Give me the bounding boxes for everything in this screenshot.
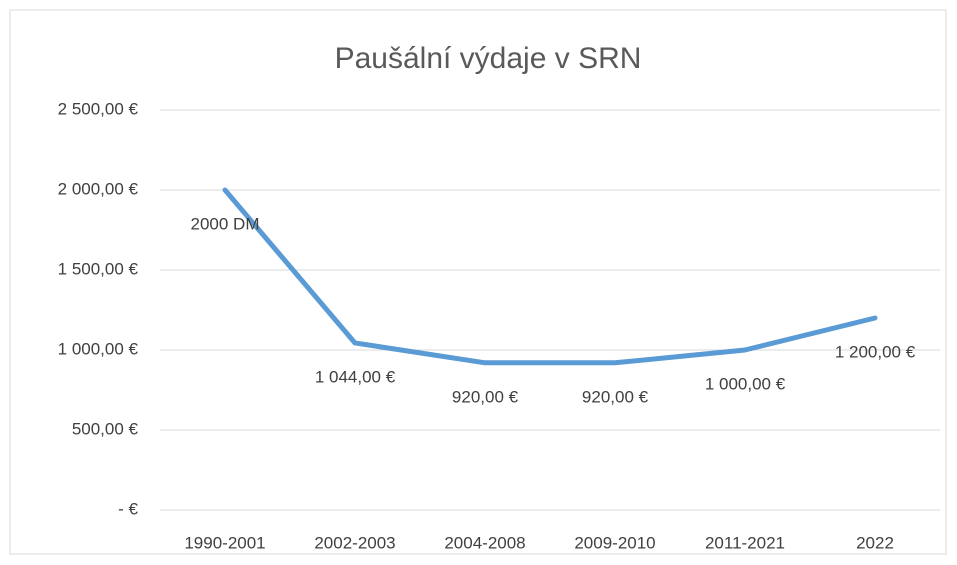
chart-border bbox=[9, 9, 947, 555]
data-label: 1 000,00 € bbox=[705, 374, 786, 393]
y-tick-label: 1 500,00 € bbox=[58, 259, 139, 278]
y-tick-label: 2 000,00 € bbox=[58, 179, 139, 198]
data-label: 1 044,00 € bbox=[315, 367, 396, 386]
y-tick-label: - € bbox=[118, 499, 138, 518]
data-label: 920,00 € bbox=[582, 387, 649, 406]
x-tick-label: 2011-2021 bbox=[705, 533, 785, 552]
data-line bbox=[222, 187, 878, 366]
x-tick-label: 1990-2001 bbox=[184, 533, 265, 552]
x-tick-label: 2009-2010 bbox=[574, 533, 655, 552]
chart-title: Paušální výdaje v SRN bbox=[335, 42, 642, 75]
y-tick-label: 1 000,00 € bbox=[58, 339, 139, 358]
data-label: 2000 DM bbox=[191, 214, 260, 233]
y-tick-label: 2 500,00 € bbox=[58, 99, 139, 118]
x-tick-label: 2004-2008 bbox=[444, 533, 525, 552]
x-tick-label: 2022 bbox=[856, 533, 894, 552]
y-tick-label: 500,00 € bbox=[72, 419, 139, 438]
data-label: 1 200,00 € bbox=[835, 342, 916, 361]
x-tick-label: 2002-2003 bbox=[314, 533, 395, 552]
data-label: 920,00 € bbox=[452, 387, 519, 406]
